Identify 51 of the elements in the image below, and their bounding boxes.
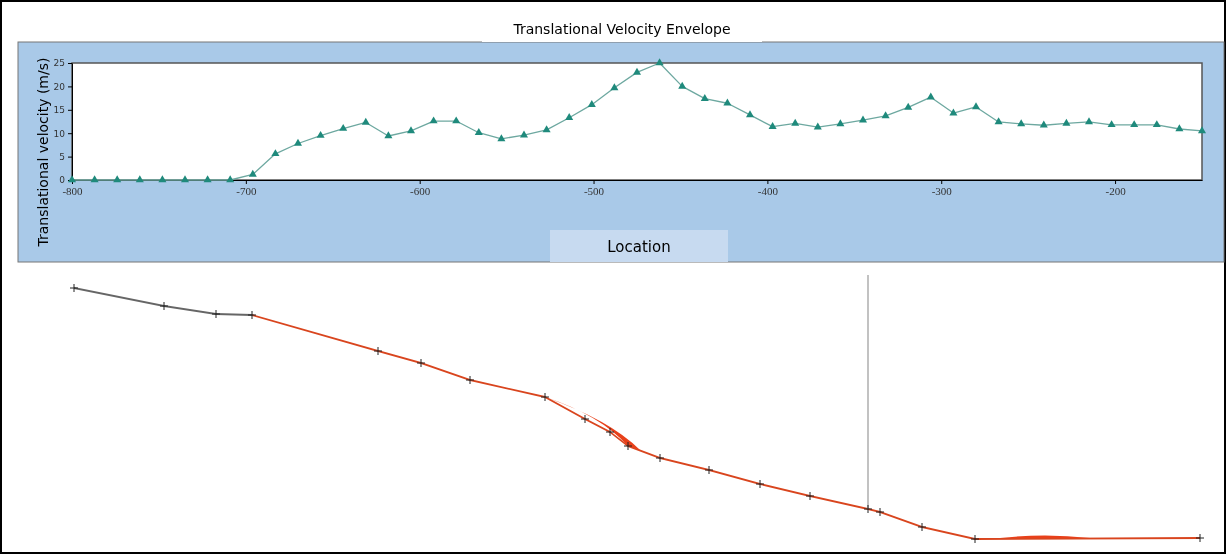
x-tick-label: -700: [236, 184, 257, 197]
point: [632, 67, 642, 75]
point: [881, 111, 890, 119]
y-tick-label: 0: [59, 175, 66, 186]
point: [1017, 119, 1026, 127]
x-tick-label: -500: [583, 184, 605, 197]
point: [1039, 120, 1048, 128]
y-tick-label: 20: [53, 81, 66, 92]
point: [180, 175, 190, 183]
point: [1062, 118, 1071, 126]
point: [791, 118, 800, 126]
point: [587, 100, 596, 107]
point: [1152, 120, 1161, 128]
point: [904, 102, 913, 110]
point: [1197, 126, 1207, 134]
point: [271, 149, 280, 157]
x-tick-label: -300: [931, 184, 953, 197]
point: [339, 123, 348, 131]
y-tick-label: 15: [53, 105, 65, 116]
point: [67, 175, 77, 183]
x-tick-label: -400: [757, 184, 779, 197]
point: [316, 130, 325, 138]
point: [406, 126, 416, 134]
x-tick-label: -200: [1105, 184, 1127, 197]
point: [565, 113, 574, 121]
point: [1107, 120, 1116, 128]
y-tick-label: 25: [53, 58, 65, 69]
x-tick-label: -600: [410, 184, 431, 197]
point: [474, 128, 483, 136]
point: [542, 125, 551, 133]
point: [768, 122, 777, 129]
chart-title: Translational Velocity Envelope: [512, 21, 731, 37]
point: [700, 93, 709, 101]
point: [497, 134, 506, 142]
point: [971, 102, 981, 110]
point: [293, 138, 303, 146]
point: [248, 169, 257, 177]
point: [1130, 120, 1139, 128]
point: [745, 110, 755, 118]
x-tick-label: -800: [62, 184, 84, 197]
y-tick-label: 10: [53, 128, 66, 139]
point: [610, 83, 619, 91]
point: [678, 81, 687, 89]
point: [836, 119, 845, 127]
point: [361, 117, 370, 125]
point: [1084, 117, 1094, 125]
x-axis-title: Location: [607, 238, 671, 256]
point: [994, 117, 1003, 125]
point: [723, 98, 732, 106]
y-axis-title: Translational velocity (m/s): [35, 57, 51, 248]
y-tick-label: 5: [59, 151, 65, 162]
